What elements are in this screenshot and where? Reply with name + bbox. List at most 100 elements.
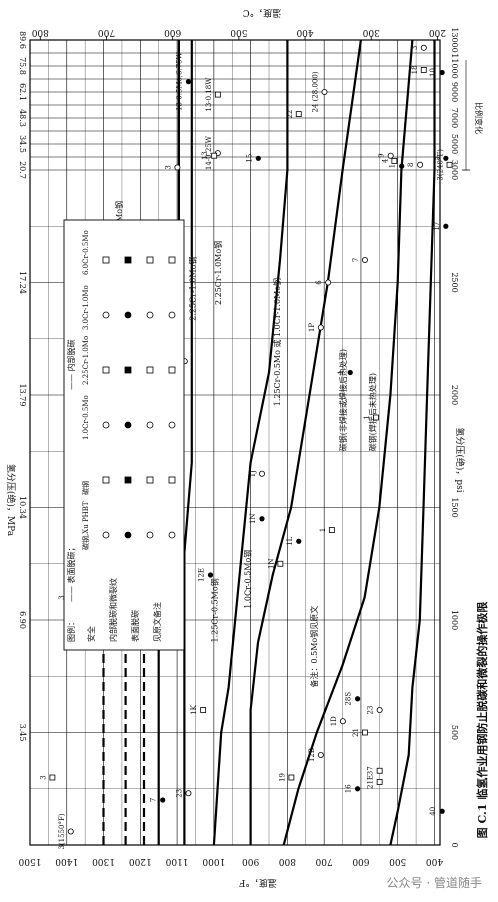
tick-label-f: 900 (242, 856, 259, 866)
point-label: 1 (337, 370, 345, 374)
tick-label-mpa: 10.34 (18, 496, 27, 519)
point-label: 3(1550°F) (58, 813, 66, 849)
point-label: 1 (363, 415, 371, 419)
data-point-marker (373, 414, 379, 421)
legend-symbol (168, 531, 176, 539)
point-label: 40 (429, 807, 437, 816)
line-label: 1.25Cr-0.5Mo钢 (210, 578, 220, 642)
legend-internal-label: —— 内部脱碳 (66, 339, 76, 390)
legend-symbol (146, 311, 154, 319)
data-point-marker (288, 774, 295, 781)
tick-label-f: 1300 (92, 856, 115, 866)
legend-col-label: 碳钢,Xu PHBT (81, 501, 90, 550)
plot-frame (29, 39, 441, 846)
axis-titles: 温度，°C 温度，°F 氢分压(绝)，MPa 氢分压(绝)，psi 比例变化 (5, 7, 484, 889)
point-label: 22 (286, 110, 294, 119)
data-point-marker (443, 155, 449, 161)
tick-label-psi: 1000 (450, 610, 459, 630)
point-label: 16 (345, 784, 353, 793)
point-label: 19 (278, 773, 286, 782)
tick-label-c: 500 (230, 27, 247, 37)
point-label: 21E (367, 775, 375, 789)
tick-label-f: 600 (352, 856, 369, 866)
legend-col-label: 2.25Cr-1.0Mo (82, 336, 90, 385)
point-label: 37 (367, 766, 375, 775)
legend-symbol (146, 421, 154, 429)
legend-symbol (168, 476, 176, 484)
data-point-marker (321, 89, 328, 96)
data-point-marker (354, 786, 361, 792)
data-point-marker (376, 767, 383, 774)
legend-symbol (146, 256, 154, 264)
point-label: 18 (411, 65, 419, 74)
tick-label-c: 400 (296, 27, 313, 37)
line-label: 1.25Cr-0.5Mo 或 1.0Cr-1.0Mo钢 (272, 278, 282, 406)
data-point-marker (207, 572, 214, 578)
tick-label-psi: 2500 (450, 272, 459, 292)
data-point-marker (376, 707, 383, 714)
data-point-marker (443, 223, 449, 229)
tick-label-psi: 2000 (450, 385, 459, 405)
tick-label-psi: 13000 (450, 27, 459, 52)
curve-碳钢(非焊接或焊接后热处理) (282, 39, 414, 846)
tick-label-mpa: 6.90 (18, 611, 27, 629)
data-point-marker (325, 279, 332, 286)
data-point-marker (185, 790, 192, 797)
tick-label-psi: 7000 (450, 108, 459, 128)
data-point-marker (67, 828, 74, 835)
tick-label-f: 700 (315, 856, 332, 866)
data-point-marker (259, 516, 265, 522)
data-point-marker (391, 157, 398, 164)
legend-symbol (168, 256, 176, 264)
tick-label-mpa: 20.7 (18, 161, 27, 179)
legend-box (63, 219, 185, 651)
point-label: 4 (381, 158, 389, 163)
temp-axis-title-f: 温度，°F (239, 877, 277, 889)
data-point-marker (420, 67, 427, 73)
data-point-marker (417, 161, 424, 168)
legend-symbol (124, 256, 132, 264)
line-label: 碳钢(非焊接或焊接后热处理) (338, 349, 348, 451)
legend-col-label: 1.0Cr-0.5Mo (82, 395, 90, 440)
tick-label-psi: 0 (450, 842, 459, 847)
curve-1.0Cr-0.5Mo钢 (249, 39, 362, 845)
point-label: 7 (352, 258, 360, 262)
point-label: 1 (389, 164, 397, 168)
tick-label-f: 1000 (202, 856, 225, 866)
legend-symbol (168, 366, 176, 374)
tick-label-c: 200 (429, 27, 446, 37)
point-label: 1L (286, 536, 294, 545)
point-label: 6 (315, 280, 323, 285)
tick-label-psi: 500 (450, 725, 459, 740)
data-point-marker (160, 797, 166, 803)
tick-label-c: 300 (362, 27, 379, 37)
tick-label-f: 1500 (18, 856, 41, 866)
data-point-marker (258, 470, 265, 477)
point-label: 15 (245, 154, 253, 163)
watermark: 公众号 · 管道随手 (382, 873, 486, 892)
legend-row-label: 内部脱碳和微裂纹 (108, 578, 118, 642)
data-point-marker (185, 79, 192, 85)
tick-label-psi: 9000 (450, 82, 459, 102)
curve-碳钢(焊接后未热处理) (389, 40, 436, 846)
point-label: 3 (411, 46, 419, 50)
point-label: 1K (190, 704, 198, 714)
data-point-marker (420, 44, 427, 51)
data-point-marker (317, 324, 324, 331)
data-point-marker (339, 718, 346, 725)
tick-label-mpa: 13.79 (18, 384, 27, 407)
tick-label-c: 700 (98, 27, 115, 37)
point-label: 3 (39, 775, 47, 779)
line-label: 碳钢(焊接后未热处理) (368, 373, 378, 451)
point-label: 24 (28.000) (311, 71, 319, 112)
legend-col-label: 3.0Cr-1.0Mo (82, 285, 90, 330)
tick-label-mpa: 48.3 (18, 109, 27, 127)
point-label: 13 (201, 151, 209, 160)
tick-label-f: 800 (279, 856, 296, 866)
legend-row-label: 表面脱碳 (130, 610, 140, 642)
data-point-marker (295, 111, 302, 117)
line-label: 备注：0.5Mo钢见原文 (309, 606, 319, 688)
curve-3.0Cr-1.0Mo钢 (183, 40, 193, 845)
